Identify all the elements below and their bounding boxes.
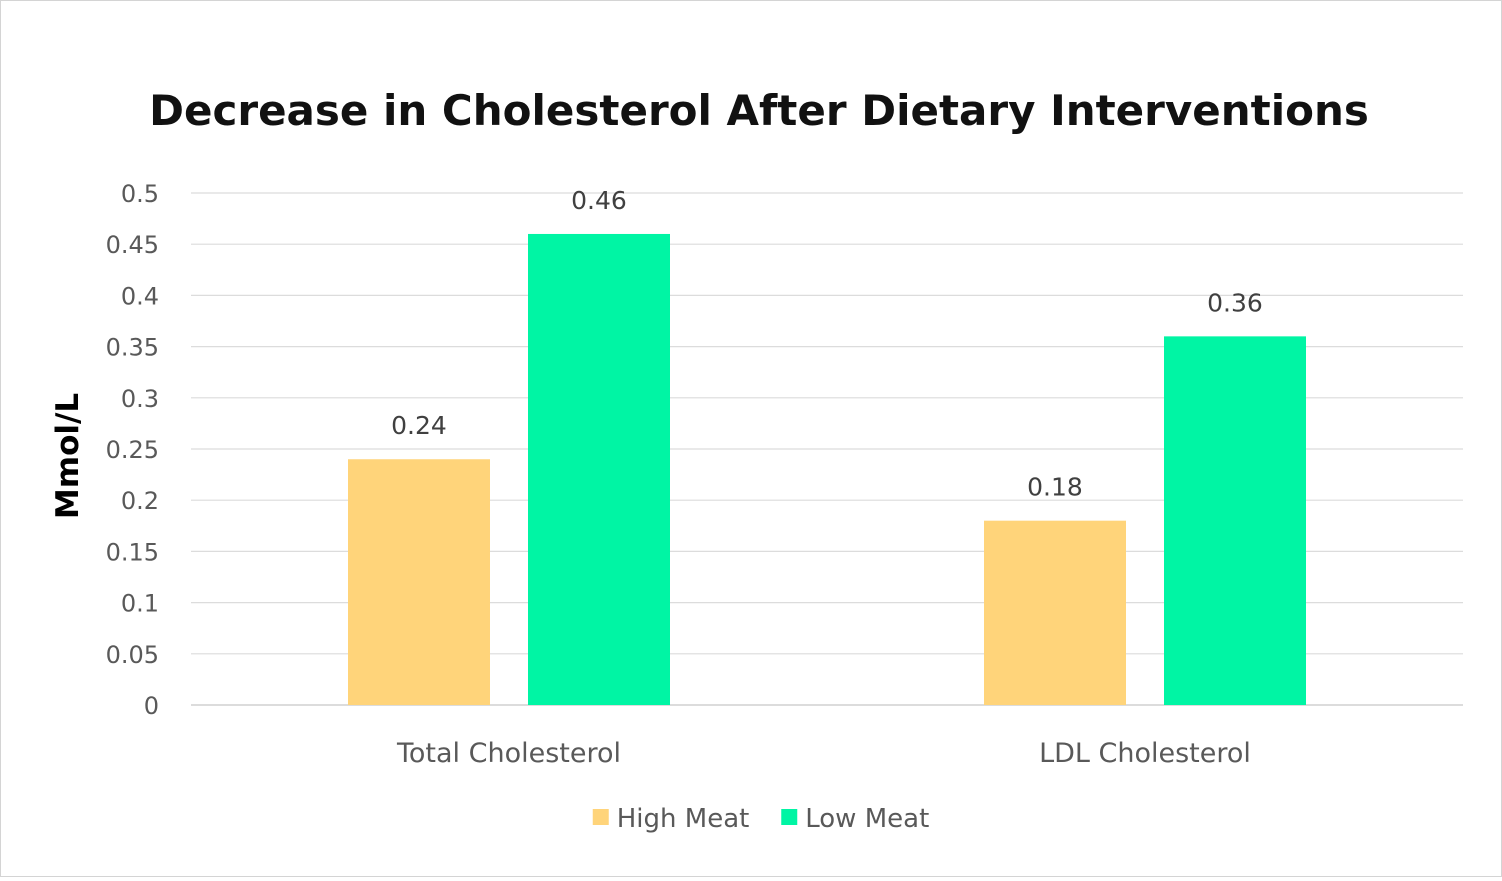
bar — [348, 459, 490, 705]
y-tick-label: 0.25 — [106, 436, 159, 464]
y-tick-label: 0.1 — [121, 590, 159, 618]
y-tick-label: 0 — [144, 692, 159, 720]
y-tick-label: 0.4 — [121, 282, 159, 310]
y-tick-label: 0.15 — [106, 538, 159, 566]
legend-item: Low Meat — [781, 804, 929, 834]
data-labels: 0.24 0.46 0.18 0.36 — [391, 186, 1263, 502]
legend-item: High Meat — [592, 804, 750, 834]
y-tick-label: 0.3 — [121, 385, 159, 413]
data-label: 0.36 — [1207, 288, 1263, 317]
y-axis-ticks: 0 0.05 0.1 0.15 0.2 0.25 0.3 0.35 0.4 0.45 0.5 — [106, 180, 159, 720]
data-label: 0.18 — [1027, 473, 1083, 502]
y-axis-label: Mmol/L — [50, 393, 86, 519]
bars — [348, 233, 1306, 705]
legend-swatch — [592, 809, 609, 825]
chart-title: Decrease in Cholesterol After Dietary In… — [149, 86, 1369, 135]
data-label: 0.46 — [571, 186, 627, 215]
data-label: 0.24 — [391, 411, 447, 440]
x-tick-label: Total Cholesterol — [396, 738, 621, 769]
bar — [1164, 336, 1306, 705]
legend-swatch — [781, 809, 798, 825]
y-tick-label: 0.5 — [121, 180, 159, 208]
y-tick-label: 0.05 — [106, 641, 159, 669]
x-tick-label: LDL Cholesterol — [1039, 738, 1251, 769]
legend-label: High Meat — [617, 804, 750, 834]
y-tick-label: 0.2 — [121, 487, 159, 515]
legend: High Meat Low Meat — [592, 804, 929, 834]
legend-label: Low Meat — [805, 804, 929, 834]
x-axis-categories: Total Cholesterol LDL Cholesterol — [396, 738, 1251, 769]
y-tick-label: 0.35 — [106, 334, 159, 362]
bar — [528, 233, 670, 705]
bar — [984, 520, 1126, 705]
y-tick-label: 0.45 — [106, 231, 159, 259]
